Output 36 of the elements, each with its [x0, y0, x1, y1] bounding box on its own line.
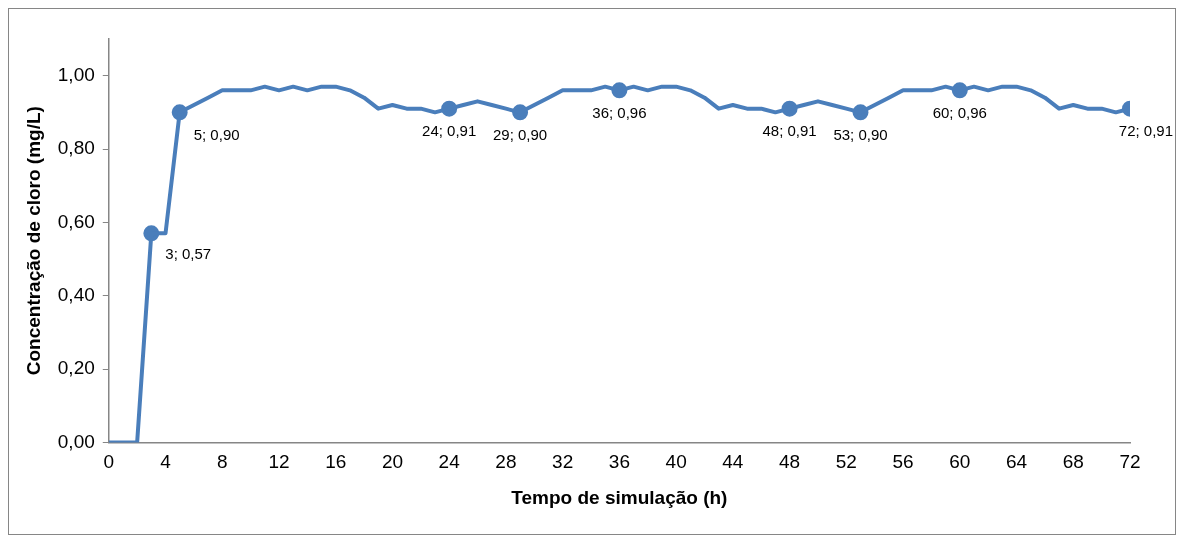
x-tick-label: 28 [495, 451, 517, 473]
data-label: 36; 0,96 [592, 103, 647, 121]
x-tick-label: 72 [1119, 451, 1141, 473]
data-label: 72; 0,91 [1118, 122, 1173, 140]
x-tick-label: 20 [381, 451, 404, 473]
x-tick-label: 16 [325, 451, 347, 473]
x-tick-label: 0 [103, 451, 115, 473]
x-tick-label: 40 [665, 451, 687, 473]
x-tick-label: 68 [1062, 451, 1084, 473]
data-label: 24; 0,91 [422, 122, 477, 140]
y-tick-label: 1,00 [57, 63, 95, 85]
x-tick-label: 44 [722, 451, 744, 473]
data-label: 60; 0,96 [932, 103, 987, 121]
data-label: 48; 0,91 [762, 122, 817, 140]
y-tick-label: 0,40 [57, 283, 95, 305]
y-tick-label: 0,60 [57, 210, 95, 232]
x-tick-label: 24 [438, 451, 461, 473]
x-tick-label: 60 [949, 451, 971, 473]
x-tick-label: 32 [552, 451, 574, 473]
y-tick-label: 0,00 [57, 430, 95, 452]
data-label: 29; 0,90 [493, 125, 548, 143]
y-tick-label: 0,20 [57, 357, 95, 379]
data-label: 3; 0,57 [165, 245, 212, 263]
x-tick-label: 56 [892, 451, 914, 473]
y-axis-title: Concentração de cloro (mg/L) [22, 106, 44, 376]
x-tick-label: 64 [1005, 451, 1028, 473]
y-tick-label: 0,80 [57, 137, 95, 159]
data-label: 5; 0,90 [193, 125, 240, 143]
x-tick-label: 12 [268, 451, 290, 473]
x-tick-label: 36 [608, 451, 630, 473]
x-tick-label: 48 [779, 451, 801, 473]
x-tick-label: 8 [216, 451, 228, 473]
x-tick-label: 52 [835, 451, 857, 473]
x-axis-title: Tempo de simulação (h) [511, 486, 728, 508]
x-tick-label: 4 [160, 451, 172, 473]
data-label: 53; 0,90 [833, 125, 888, 143]
